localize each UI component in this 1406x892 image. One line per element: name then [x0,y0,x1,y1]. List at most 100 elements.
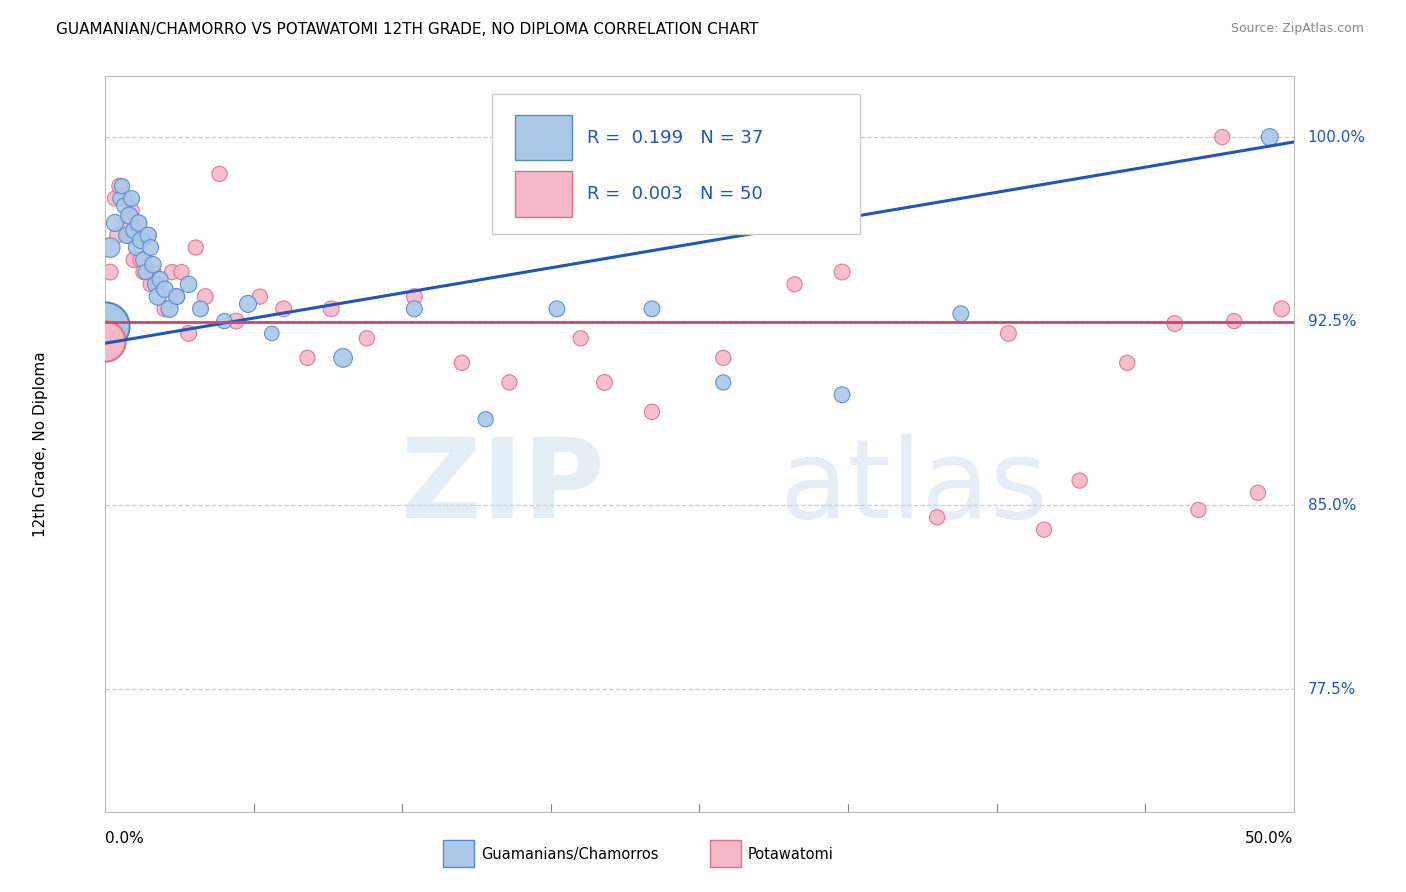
Point [356,331,378,345]
Point [115,228,138,243]
Text: 92.5%: 92.5% [1308,314,1357,328]
Point [108,179,131,194]
Point [711,351,734,365]
Point [115,216,138,230]
Point [114,192,136,206]
Point [143,277,166,292]
Point [121,192,143,206]
Text: Guamanians/Chamorros: Guamanians/Chamorros [481,847,658,862]
Point [190,301,212,316]
Point [136,228,159,243]
Point [125,240,148,255]
Point [711,376,734,390]
Point [260,326,283,341]
Point [474,412,496,426]
Point [925,510,948,524]
Text: Potawatomi: Potawatomi [748,847,834,862]
Point [249,289,271,303]
Point [139,277,162,292]
Point [1069,474,1091,488]
Point [139,240,162,255]
Point [498,376,520,390]
Point [153,282,176,296]
Point [1271,301,1294,316]
Point [177,326,200,341]
Point [129,233,152,247]
Point [118,209,141,223]
Point [94,318,117,333]
Point [225,314,247,328]
Point [569,331,592,345]
Text: 50.0%: 50.0% [1246,831,1294,847]
Point [159,301,181,316]
Point [94,334,117,348]
Point [208,167,231,181]
Point [104,192,127,206]
Point [1258,130,1281,145]
Point [122,252,145,267]
Point [177,277,200,292]
Point [166,289,188,303]
Text: ZIP: ZIP [401,434,605,541]
Point [1033,523,1056,537]
Point [593,376,616,390]
Point [129,252,152,267]
Point [1223,314,1246,328]
Point [98,240,121,255]
Point [404,289,426,303]
Point [1116,356,1139,370]
Point [128,216,150,230]
Point [132,265,155,279]
Point [332,351,354,365]
Point [194,289,217,303]
Point [170,265,193,279]
Point [831,265,853,279]
Point [297,351,319,365]
Point [98,265,121,279]
Point [105,228,128,243]
Point [122,223,145,237]
Text: Source: ZipAtlas.com: Source: ZipAtlas.com [1230,22,1364,36]
Point [404,301,426,316]
Bar [516,115,572,161]
Point [111,179,134,194]
Point [546,301,568,316]
Text: R =  0.003   N = 50: R = 0.003 N = 50 [586,186,762,203]
Point [160,265,183,279]
Point [146,289,169,303]
Text: 77.5%: 77.5% [1308,681,1357,697]
Point [321,301,343,316]
Point [184,240,207,255]
Point [128,216,150,230]
Point [146,277,169,292]
Text: 100.0%: 100.0% [1308,129,1365,145]
Point [1247,485,1270,500]
Bar [516,171,572,217]
Point [136,228,159,243]
Point [641,301,664,316]
Point [273,301,295,316]
Point [118,228,141,243]
Text: R =  0.199   N = 37: R = 0.199 N = 37 [586,128,763,146]
FancyBboxPatch shape [492,95,860,234]
Point [108,192,131,206]
Point [1164,317,1187,331]
Point [236,297,259,311]
Point [153,301,176,316]
Point [114,199,136,213]
Point [104,216,127,230]
Point [135,265,157,279]
Point [831,387,853,401]
Point [641,405,664,419]
Text: 85.0%: 85.0% [1308,498,1357,513]
Point [149,272,172,286]
Text: 12th Grade, No Diploma: 12th Grade, No Diploma [32,351,48,537]
Point [783,277,806,292]
Point [1211,130,1233,145]
Point [121,203,143,218]
Point [997,326,1019,341]
Point [949,307,972,321]
Point [142,265,165,279]
Point [450,356,472,370]
Text: GUAMANIAN/CHAMORRO VS POTAWATOMI 12TH GRADE, NO DIPLOMA CORRELATION CHART: GUAMANIAN/CHAMORRO VS POTAWATOMI 12TH GR… [56,22,759,37]
